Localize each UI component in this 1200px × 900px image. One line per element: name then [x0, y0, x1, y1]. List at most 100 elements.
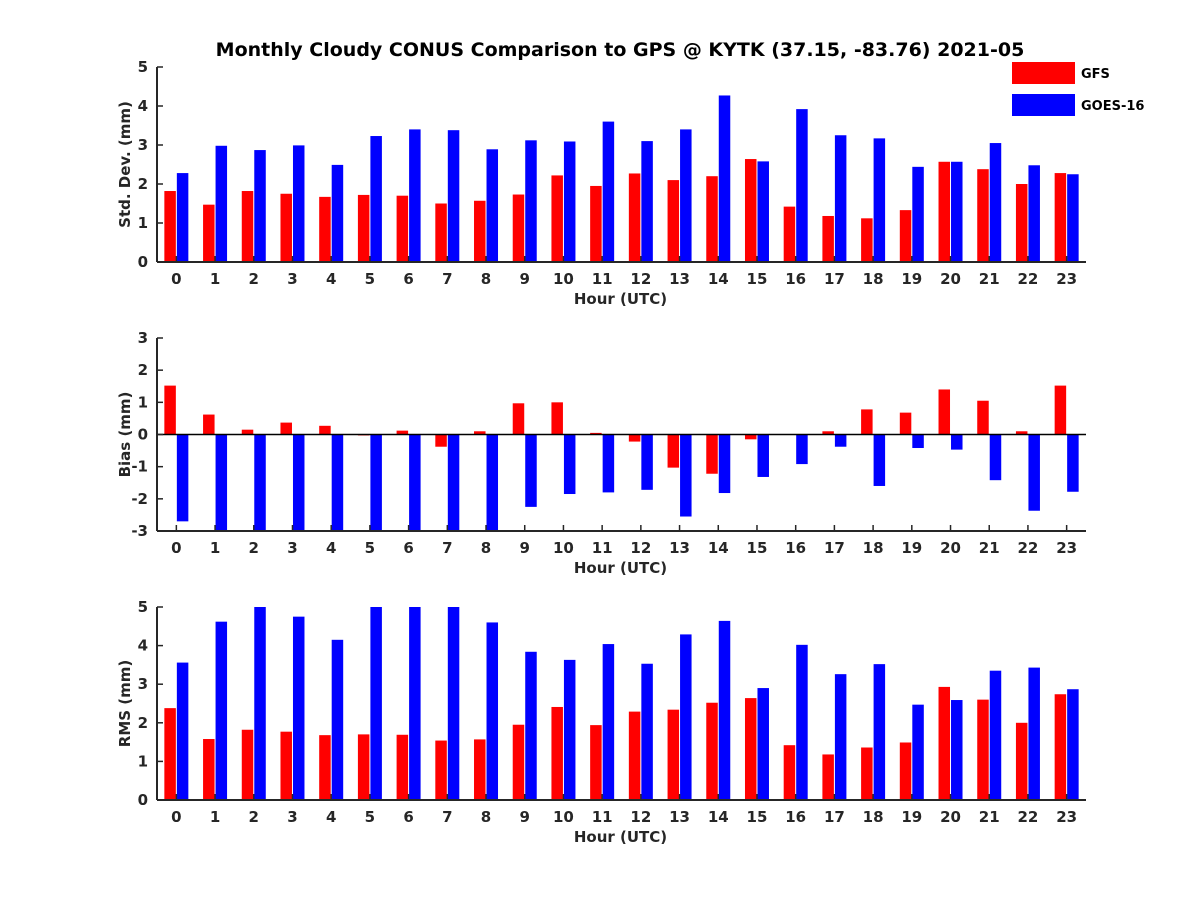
x-tick-label-std-2: 2: [249, 270, 259, 288]
bar-bias-gfs-h2: [241, 429, 254, 435]
bar-std-goes16-h12: [641, 141, 653, 262]
bar-bias-goes16-h17: [834, 434, 847, 447]
bar-bias-gfs-h17: [822, 431, 834, 435]
x-axis-label-rms: Hour (UTC): [574, 828, 667, 846]
x-tick-label-bias-16: 16: [785, 539, 806, 557]
bar-bias-goes16-h6: [409, 434, 421, 531]
y-tick-label-bias-0: -3: [131, 522, 148, 540]
x-tick-label-std-15: 15: [747, 270, 768, 288]
bar-rms-gfs-h1: [203, 739, 215, 800]
bar-std-gfs-h10: [551, 175, 563, 262]
y-tick-label-bias-4: 1: [138, 393, 148, 411]
bar-rms-gfs-h3: [280, 731, 292, 800]
bar-bias-goes16-h20: [951, 434, 963, 450]
y-tick-label-bias-2: -1: [131, 458, 148, 476]
x-tick-label-rms-22: 22: [1018, 808, 1039, 826]
bar-rms-goes16-h23: [1067, 689, 1079, 800]
bar-std-goes16-h17: [834, 135, 847, 262]
bar-bias-gfs-h20: [938, 389, 951, 435]
bar-bias-gfs-h15: [744, 434, 757, 440]
bar-bias-goes16-h16: [796, 434, 808, 465]
y-tick-label-std-5: 5: [138, 58, 148, 76]
x-tick-label-bias-0: 0: [171, 539, 181, 557]
x-tick-label-bias-21: 21: [979, 539, 1000, 557]
bar-rms-goes16-h22: [1028, 667, 1040, 800]
bar-std-gfs-h2: [241, 191, 254, 262]
x-tick-label-rms-16: 16: [785, 808, 806, 826]
y-tick-label-std-1: 1: [138, 214, 148, 232]
bar-std-goes16-h2: [254, 150, 266, 262]
x-tick-label-rms-12: 12: [630, 808, 651, 826]
bar-bias-goes16-h8: [486, 434, 499, 531]
bar-bias-goes16-h22: [1028, 434, 1040, 511]
x-tick-label-bias-15: 15: [747, 539, 768, 557]
bar-bias-goes16-h4: [331, 434, 344, 531]
bar-rms-gfs-h8: [474, 739, 486, 800]
bar-rms-goes16-h13: [680, 634, 692, 800]
bar-rms-goes16-h14: [718, 620, 731, 800]
y-tick-label-std-3: 3: [138, 136, 148, 154]
bar-rms-goes16-h2: [254, 607, 266, 800]
bar-std-goes16-h23: [1067, 174, 1079, 262]
bar-std-gfs-h22: [1015, 184, 1028, 262]
y-tick-label-rms-4: 4: [138, 637, 148, 655]
bar-bias-gfs-h22: [1015, 431, 1028, 435]
bar-std-goes16-h11: [602, 121, 615, 262]
bar-rms-goes16-h19: [912, 704, 924, 800]
bar-rms-goes16-h21: [989, 670, 1002, 800]
bar-bias-goes16-h10: [563, 434, 576, 495]
bar-std-goes16-h19: [912, 166, 924, 262]
bar-rms-gfs-h17: [822, 754, 834, 800]
bar-rms-gfs-h18: [861, 747, 873, 800]
bar-bias-goes16-h23: [1067, 434, 1079, 492]
bar-std-goes16-h20: [951, 161, 963, 262]
x-tick-label-std-1: 1: [210, 270, 220, 288]
bar-rms-gfs-h7: [435, 740, 447, 800]
y-tick-label-rms-1: 1: [138, 752, 148, 770]
bar-rms-gfs-h22: [1015, 722, 1028, 800]
bar-rms-goes16-h5: [370, 607, 382, 800]
x-tick-label-rms-8: 8: [481, 808, 491, 826]
y-tick-label-rms-2: 2: [138, 714, 148, 732]
bar-rms-goes16-h0: [176, 662, 189, 800]
x-tick-label-rms-20: 20: [940, 808, 961, 826]
bar-bias-goes16-h7: [447, 434, 460, 531]
x-tick-label-rms-19: 19: [901, 808, 922, 826]
bar-bias-goes16-h9: [525, 434, 537, 507]
x-tick-label-bias-17: 17: [824, 539, 845, 557]
y-tick-label-std-4: 4: [138, 97, 148, 115]
bar-std-goes16-h5: [370, 136, 382, 262]
bar-std-goes16-h6: [409, 129, 421, 262]
bar-std-gfs-h14: [706, 176, 718, 262]
legend-swatch-goes16: [1012, 94, 1075, 116]
bar-rms-gfs-h23: [1054, 694, 1067, 800]
x-axis-label-bias: Hour (UTC): [574, 559, 667, 577]
bar-std-gfs-h23: [1054, 173, 1067, 262]
bar-bias-goes16-h11: [602, 434, 615, 493]
x-tick-label-rms-2: 2: [249, 808, 259, 826]
bar-std-goes16-h3: [292, 145, 305, 262]
x-tick-label-std-16: 16: [785, 270, 806, 288]
bar-std-goes16-h22: [1028, 165, 1040, 262]
y-axis-label-bias: Bias (mm): [116, 392, 134, 478]
bar-rms-gfs-h0: [164, 708, 176, 800]
x-tick-label-rms-1: 1: [210, 808, 220, 826]
x-tick-label-rms-18: 18: [863, 808, 884, 826]
x-tick-label-bias-20: 20: [940, 539, 961, 557]
bar-bias-gfs-h11: [590, 432, 602, 435]
x-tick-label-rms-9: 9: [520, 808, 530, 826]
bar-rms-gfs-h5: [357, 734, 370, 800]
bar-rms-gfs-h15: [744, 698, 757, 800]
bar-bias-gfs-h12: [628, 434, 641, 442]
bar-rms-goes16-h15: [757, 688, 769, 800]
x-tick-label-std-3: 3: [287, 270, 297, 288]
bar-rms-gfs-h9: [512, 724, 525, 800]
legend-swatch-gfs: [1012, 62, 1075, 84]
x-tick-label-bias-2: 2: [249, 539, 259, 557]
bar-std-gfs-h13: [667, 180, 680, 262]
bar-rms-goes16-h9: [525, 651, 537, 800]
bar-rms-goes16-h11: [602, 644, 615, 800]
